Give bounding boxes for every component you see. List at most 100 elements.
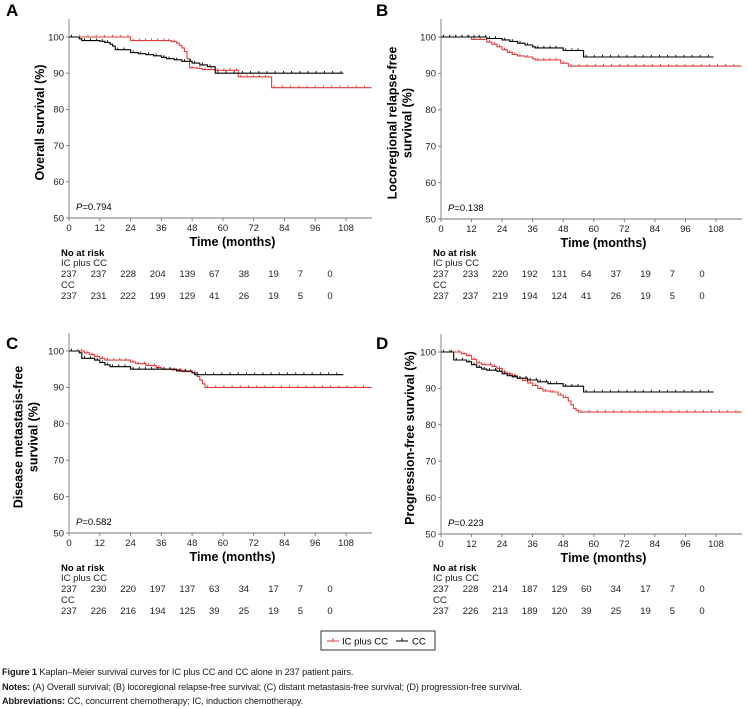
y-tick-label: 90 [53, 69, 64, 80]
survival-curve-ic-plus-cc [69, 36, 372, 89]
risk-table-cell: 0 [699, 291, 704, 302]
risk-table-cell: 131 [551, 269, 567, 280]
risk-table-cell: 237 [433, 584, 449, 595]
p-value-label: P=0.794 [76, 202, 112, 213]
x-tick-label: 36 [156, 538, 167, 549]
risk-table-cell: 228 [463, 584, 479, 595]
legend-box [320, 630, 436, 651]
x-tick-label: 36 [156, 223, 167, 234]
x-tick-label: 0 [66, 538, 71, 549]
risk-table-cell: 233 [463, 269, 479, 280]
risk-table-group-name: CC [433, 595, 447, 606]
x-tick-label: 84 [650, 224, 661, 235]
risk-table-cell: 34 [239, 584, 250, 595]
risk-table-cell: 237 [61, 269, 77, 280]
risk-table-cell: 19 [640, 291, 651, 302]
p-value-label: P=0.223 [448, 518, 484, 529]
risk-table-cell: 189 [522, 606, 538, 617]
p-value-equals: = [82, 517, 88, 528]
risk-table-cell: 60 [581, 584, 592, 595]
risk-table-cell: 5 [298, 606, 303, 617]
y-tick-label: 70 [53, 141, 64, 152]
legend-item-ic-plus-cc: IC plus CC [327, 637, 388, 648]
y-axis-title: survival (%) [401, 88, 415, 158]
risk-table-title: No at risk [433, 248, 477, 259]
x-tick-label: 60 [588, 539, 599, 550]
p-value-symbol: P [448, 203, 455, 214]
risk-table-cell: 41 [209, 291, 220, 302]
p-value-equals: = [454, 203, 460, 214]
risk-table-cell: 39 [209, 606, 220, 617]
x-tick-label: 84 [650, 539, 661, 550]
x-tick-label: 48 [187, 538, 198, 549]
legend-label-ic-plus-cc: IC plus CC [342, 637, 388, 648]
panel-label: A [6, 1, 18, 20]
p-value-number: 0.582 [88, 517, 112, 528]
y-axis-title: Overall survival (%) [33, 64, 47, 180]
risk-table-cell: 129 [551, 584, 567, 595]
survival-curve-ic-plus-cc [69, 350, 372, 388]
risk-table-cell: 237 [91, 269, 107, 280]
risk-table-cell: 237 [433, 269, 449, 280]
survival-curve-ic-plus-cc [441, 351, 742, 413]
risk-table-cell: 25 [239, 606, 250, 617]
risk-table-group-name: IC plus CC [61, 258, 107, 269]
risk-table-cell: 41 [581, 291, 592, 302]
risk-table-cell: 19 [640, 269, 651, 280]
y-tick-label: 90 [425, 69, 436, 80]
x-tick-label: 24 [497, 539, 508, 550]
x-tick-label: 108 [708, 539, 724, 550]
x-tick-label: 12 [94, 538, 105, 549]
risk-table-cell: 0 [699, 584, 704, 595]
survival-curve-cc [69, 36, 344, 74]
x-tick-label: 96 [310, 538, 321, 549]
risk-table-cell: 216 [120, 606, 136, 617]
risk-table-cell: 237 [433, 606, 449, 617]
legend-item-cc: CC [396, 637, 426, 648]
risk-table-title: No at risk [433, 563, 477, 574]
x-tick-label: 60 [218, 538, 229, 549]
risk-table-cell: 124 [551, 291, 567, 302]
caption-figure-label: Figure 1 [2, 667, 37, 677]
risk-table-cell: 5 [298, 291, 303, 302]
x-tick-label: 60 [588, 224, 599, 235]
x-axis-title: Time (months) [190, 550, 276, 564]
p-value-number: 0.794 [88, 202, 112, 213]
x-tick-label: 0 [438, 224, 443, 235]
caption-notes-text: (A) Overall survival; (B) locoregional r… [32, 682, 522, 692]
x-tick-label: 36 [527, 224, 538, 235]
y-tick-label: 100 [420, 32, 436, 43]
x-tick-label: 0 [438, 539, 443, 550]
panel-label: D [376, 334, 388, 353]
y-axis-title: Progression-free survival (%) [403, 351, 417, 525]
risk-table-cell: 19 [268, 269, 279, 280]
risk-table-group-name: IC plus CC [61, 573, 107, 584]
risk-table-group-name: CC [433, 280, 447, 291]
y-tick-label: 100 [420, 347, 436, 358]
figure-abbreviations: Abbreviations: CC, concurrent chemothera… [2, 695, 303, 707]
y-tick-label: 70 [425, 142, 436, 153]
risk-table-cell: 37 [611, 269, 622, 280]
risk-table-cell: 125 [179, 606, 195, 617]
risk-table-cell: 34 [611, 584, 622, 595]
y-axis-title: survival (%) [27, 402, 41, 472]
legend-label-cc: CC [412, 637, 426, 648]
x-tick-label: 48 [558, 224, 569, 235]
risk-table-cell: 5 [670, 606, 675, 617]
risk-table-cell: 192 [522, 269, 538, 280]
x-tick-label: 84 [279, 538, 290, 549]
p-value-label: P=0.582 [76, 517, 112, 528]
x-tick-label: 72 [619, 539, 630, 550]
risk-table-cell: 120 [551, 606, 567, 617]
risk-table-cell: 7 [670, 269, 675, 280]
p-value-equals: = [454, 518, 460, 529]
risk-table-cell: 194 [150, 606, 166, 617]
risk-table-cell: 237 [61, 606, 77, 617]
survival-curve-cc [69, 350, 344, 376]
y-tick-label: 50 [53, 528, 64, 539]
x-tick-label: 84 [279, 223, 290, 234]
risk-table-title: No at risk [61, 563, 105, 574]
y-tick-label: 70 [425, 457, 436, 468]
risk-table-cell: 17 [268, 584, 279, 595]
